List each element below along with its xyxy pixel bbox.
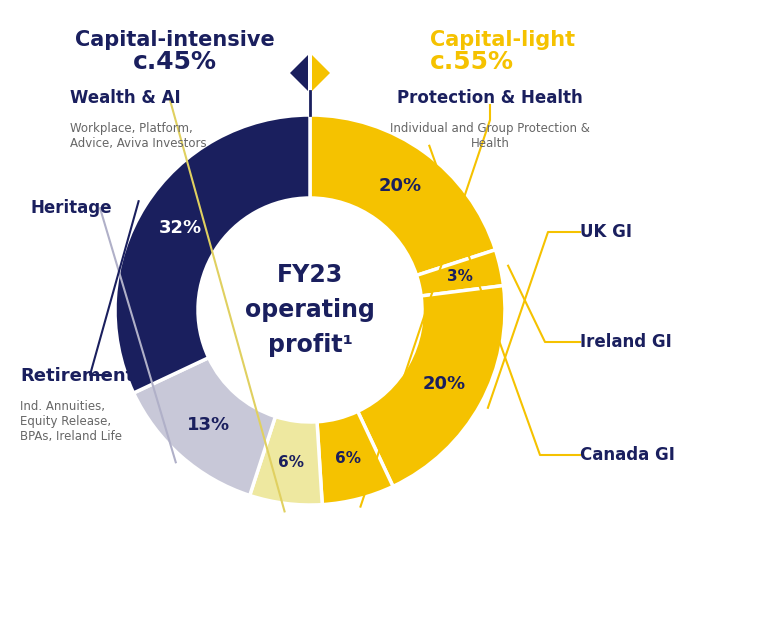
Text: 6%: 6% — [335, 451, 361, 466]
Text: c.55%: c.55% — [430, 50, 514, 74]
Wedge shape — [115, 115, 310, 393]
Text: Wealth & AI: Wealth & AI — [70, 89, 181, 107]
Text: Ireland GI: Ireland GI — [580, 333, 671, 351]
Wedge shape — [310, 115, 495, 275]
Text: Heritage: Heritage — [30, 199, 111, 217]
Wedge shape — [134, 358, 275, 495]
Text: 3%: 3% — [447, 269, 473, 284]
Text: Canada GI: Canada GI — [580, 446, 675, 464]
Polygon shape — [290, 55, 308, 91]
Wedge shape — [417, 250, 504, 296]
Text: UK GI: UK GI — [580, 223, 632, 241]
Text: Protection & Health: Protection & Health — [397, 89, 583, 107]
Text: Individual and Group Protection &
Health: Individual and Group Protection & Health — [390, 107, 590, 150]
Text: 32%: 32% — [159, 219, 202, 237]
Text: operating: operating — [245, 298, 375, 322]
Text: Capital-intensive: Capital-intensive — [75, 30, 275, 50]
Text: Retirement: Retirement — [20, 367, 134, 385]
Wedge shape — [250, 417, 322, 505]
Wedge shape — [358, 285, 505, 486]
Text: 20%: 20% — [423, 375, 466, 393]
Text: Capital-light: Capital-light — [430, 30, 575, 50]
Text: 13%: 13% — [187, 416, 230, 434]
Text: FY23: FY23 — [277, 263, 343, 287]
Polygon shape — [312, 55, 330, 91]
Text: profit¹: profit¹ — [268, 333, 353, 357]
Text: Ind. Annuities,
Equity Release,
BPAs, Ireland Life: Ind. Annuities, Equity Release, BPAs, Ir… — [20, 385, 122, 443]
Text: Workplace, Platform,
Advice, Aviva Investors: Workplace, Platform, Advice, Aviva Inves… — [70, 107, 207, 150]
Wedge shape — [317, 412, 393, 504]
Text: c.45%: c.45% — [133, 50, 217, 74]
Text: 6%: 6% — [278, 455, 304, 470]
Text: 20%: 20% — [378, 177, 422, 195]
